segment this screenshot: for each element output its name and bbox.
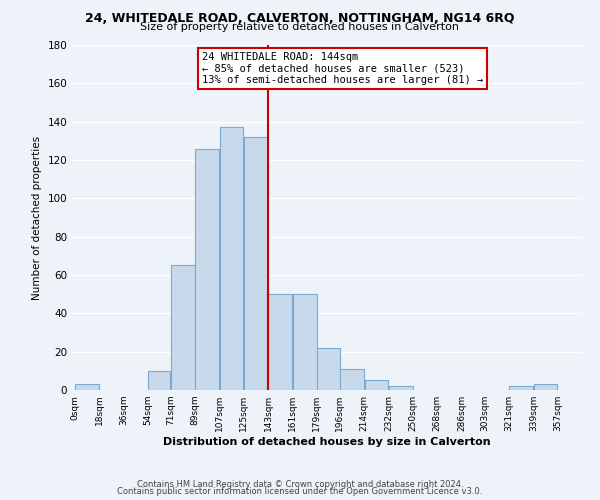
Bar bbox=[196, 148, 219, 390]
Bar bbox=[244, 137, 268, 390]
Text: 24 WHITEDALE ROAD: 144sqm
← 85% of detached houses are smaller (523)
13% of semi: 24 WHITEDALE ROAD: 144sqm ← 85% of detac… bbox=[202, 52, 484, 85]
Bar bbox=[220, 128, 244, 390]
Y-axis label: Number of detached properties: Number of detached properties bbox=[32, 136, 42, 300]
Text: Size of property relative to detached houses in Calverton: Size of property relative to detached ho… bbox=[140, 22, 460, 32]
Bar bbox=[365, 380, 388, 390]
Bar bbox=[75, 384, 99, 390]
Bar bbox=[533, 384, 557, 390]
Bar bbox=[293, 294, 317, 390]
Bar bbox=[148, 371, 170, 390]
Text: Contains public sector information licensed under the Open Government Licence v3: Contains public sector information licen… bbox=[118, 487, 482, 496]
Bar bbox=[317, 348, 340, 390]
Text: 24, WHITEDALE ROAD, CALVERTON, NOTTINGHAM, NG14 6RQ: 24, WHITEDALE ROAD, CALVERTON, NOTTINGHA… bbox=[85, 12, 515, 26]
Text: Contains HM Land Registry data © Crown copyright and database right 2024.: Contains HM Land Registry data © Crown c… bbox=[137, 480, 463, 489]
Bar bbox=[171, 266, 195, 390]
Bar bbox=[389, 386, 413, 390]
X-axis label: Distribution of detached houses by size in Calverton: Distribution of detached houses by size … bbox=[163, 437, 491, 447]
Bar bbox=[268, 294, 292, 390]
Bar bbox=[340, 369, 364, 390]
Bar bbox=[509, 386, 533, 390]
